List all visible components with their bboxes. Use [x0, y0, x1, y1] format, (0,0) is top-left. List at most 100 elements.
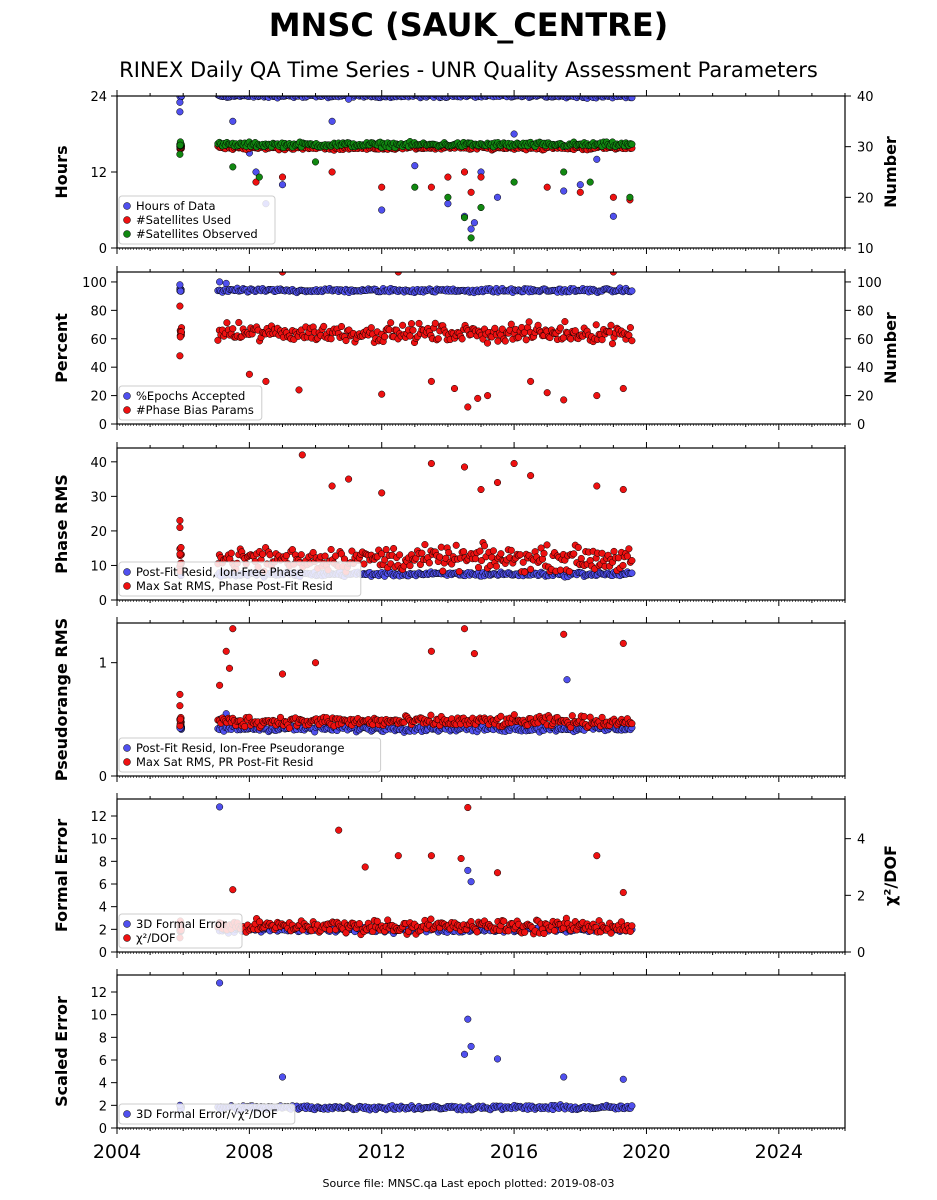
data-point: [625, 545, 633, 553]
data-point: [455, 568, 463, 576]
data-point: [176, 516, 184, 525]
data-point: [328, 168, 336, 176]
legend: Hours of Data#Satellites Used#Satellites…: [118, 195, 276, 245]
data-point: [176, 98, 184, 106]
y-tick-label: 6: [99, 878, 107, 893]
data-point: [493, 193, 502, 201]
y-tick-label: 0: [99, 770, 107, 785]
data-point: [498, 325, 506, 333]
y2-axis-label: Number: [881, 312, 900, 384]
data-point: [464, 866, 472, 874]
y-tick-label: 100: [82, 276, 107, 291]
data-point: [568, 712, 576, 720]
data-point: [580, 713, 588, 721]
y2-tick-label: 40: [857, 361, 874, 376]
y-tick-label: 80: [90, 304, 107, 319]
data-point: [570, 550, 578, 558]
data-point: [309, 548, 317, 557]
data-point: [593, 155, 601, 163]
data-point: [510, 711, 518, 719]
panel-4: 0 1 Pseudorange RMS Post-Fit Resid, Ion-Fre…: [52, 617, 846, 785]
data-point: [427, 647, 435, 655]
data-point: [484, 392, 492, 400]
data-point: [452, 541, 460, 549]
data-point: [473, 928, 481, 936]
data-point: [550, 927, 559, 935]
data-point: [516, 551, 524, 559]
data-point: [607, 321, 615, 329]
data-point: [427, 377, 435, 385]
data-point: [373, 917, 381, 925]
legend-marker: [123, 934, 131, 942]
data-point: [409, 326, 417, 334]
data-point: [259, 550, 267, 558]
data-point: [598, 336, 606, 344]
data-point: [628, 287, 636, 295]
legend-marker: [123, 758, 131, 766]
data-point: [467, 234, 475, 242]
data-point: [229, 163, 237, 171]
data-point: [623, 552, 631, 560]
data-point: [556, 566, 564, 574]
data-point: [450, 384, 459, 393]
data-point: [222, 647, 230, 655]
data-point: [460, 214, 469, 222]
data-point: [407, 320, 416, 328]
data-point: [176, 302, 184, 310]
data-point: [543, 541, 551, 549]
data-point: [431, 319, 439, 327]
data-point: [477, 173, 485, 181]
data-point: [320, 322, 328, 330]
data-point: [328, 117, 336, 125]
data-point: [216, 681, 224, 689]
y2-tick-label: 20: [857, 191, 874, 206]
data-point: [378, 390, 386, 398]
data-point: [427, 183, 435, 191]
data-point: [593, 392, 601, 400]
series-max-sat-rms-pr-post-fit-resid: [176, 625, 636, 732]
y-tick-label: 60: [90, 333, 107, 348]
y-tick-label: 12: [90, 166, 107, 181]
y2-tick-label: 40: [857, 90, 874, 105]
data-point: [214, 336, 222, 344]
data-point: [477, 557, 486, 565]
legend-marker: [123, 392, 131, 400]
y-tick-label: 40: [90, 361, 107, 376]
data-point: [474, 394, 482, 402]
legend-label: χ²/DOF: [136, 931, 176, 945]
data-point: [415, 319, 423, 327]
data-point: [521, 928, 529, 936]
y-axis-label: Phase RMS: [52, 474, 71, 574]
data-point: [176, 690, 184, 698]
data-point: [337, 322, 346, 331]
data-point: [560, 168, 568, 176]
y2-tick-label: 100: [857, 276, 882, 291]
series--dof: [176, 803, 636, 942]
data-point: [345, 475, 353, 483]
data-point: [229, 625, 237, 633]
data-point: [406, 332, 414, 340]
data-point: [470, 650, 478, 658]
data-point: [507, 320, 515, 328]
data-point: [382, 545, 390, 554]
data-point: [278, 173, 287, 181]
y-axis-label: Percent: [52, 313, 71, 383]
data-point: [378, 489, 386, 497]
data-point: [471, 555, 480, 563]
y2-tick-label: 30: [857, 141, 874, 156]
data-point: [565, 568, 573, 576]
data-point: [378, 183, 386, 191]
data-point: [288, 546, 296, 554]
data-point: [381, 556, 389, 564]
data-point: [311, 158, 320, 166]
page-title: MNSC (SAUK_CENTRE): [268, 6, 669, 44]
data-point: [425, 559, 433, 567]
panel-6: 2004 2008 2012 2016 2020 2024024681012Scaled …: [52, 969, 846, 1163]
data-point: [592, 321, 600, 329]
y-tick-label: 10: [90, 559, 107, 574]
data-point: [628, 96, 636, 102]
data-point: [628, 922, 636, 930]
data-point: [628, 720, 636, 728]
legend-marker: [123, 406, 131, 414]
